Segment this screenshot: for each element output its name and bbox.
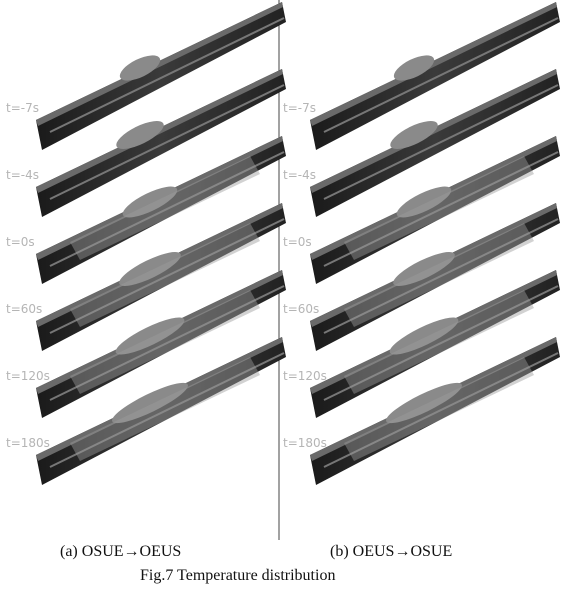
t-label: t=60s xyxy=(283,302,319,316)
t-label: t=-7s xyxy=(283,101,316,115)
t-label: t=0s xyxy=(283,235,312,249)
figure: t=-7s t=-4s t=0s t=60s t=120s t=180s t=-7s t=-4… xyxy=(0,0,563,595)
t-label: t=-7s xyxy=(6,101,39,115)
figure-caption: Fig.7 Temperature distribution xyxy=(140,567,335,584)
t-label: t=120s xyxy=(283,369,327,383)
t-label: t=-4s xyxy=(6,168,39,182)
t-label: t=60s xyxy=(6,302,42,316)
t-label: t=-4s xyxy=(283,168,316,182)
panels: t=-7s t=-4s t=0s t=60s t=120s t=180s t=-7s t=-4… xyxy=(6,2,560,485)
channel xyxy=(50,18,284,132)
t-label: t=120s xyxy=(6,369,50,383)
t-label: t=180s xyxy=(283,436,327,450)
channel xyxy=(324,18,558,132)
left-caption: (a) OSUE→OEUS xyxy=(60,543,181,560)
right-caption: (b) OEUS→OSUE xyxy=(330,543,452,560)
t-label: t=180s xyxy=(6,436,50,450)
t-label: t=0s xyxy=(6,235,35,249)
